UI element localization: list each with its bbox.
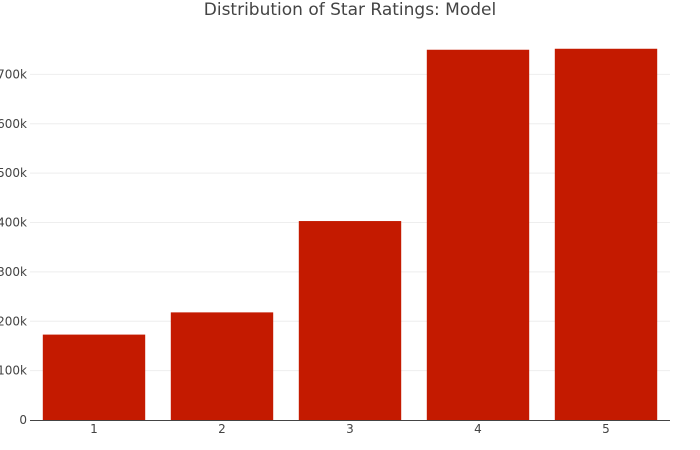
x-tick-label: 3 <box>346 422 354 436</box>
bars <box>42 48 658 421</box>
y-tick-label: 400k <box>0 216 27 230</box>
x-axis-ticks: 1 2 3 4 5 <box>90 422 610 436</box>
chart-title: Distribution of Star Ratings: Model <box>204 0 496 20</box>
x-tick-label: 1 <box>90 422 98 436</box>
y-tick-label: 100k <box>0 364 27 378</box>
x-tick-label: 5 <box>602 422 610 436</box>
bar-2[interactable] <box>170 312 274 420</box>
y-tick-label: 700k <box>0 67 27 81</box>
bar-4[interactable] <box>426 49 530 421</box>
y-tick-label: 0 <box>19 413 27 427</box>
bar-3[interactable] <box>298 221 402 420</box>
y-tick-label: 300k <box>0 265 27 279</box>
x-tick-label: 2 <box>218 422 226 436</box>
bar-1[interactable] <box>42 334 146 420</box>
y-tick-label: 500k <box>0 166 27 180</box>
bar-5[interactable] <box>554 48 658 421</box>
y-axis-ticks: 0 100k 200k 300k 400k 500k 600k 700k <box>0 67 27 427</box>
y-tick-label: 200k <box>0 314 27 328</box>
x-tick-label: 4 <box>474 422 482 436</box>
y-tick-label: 600k <box>0 117 27 131</box>
